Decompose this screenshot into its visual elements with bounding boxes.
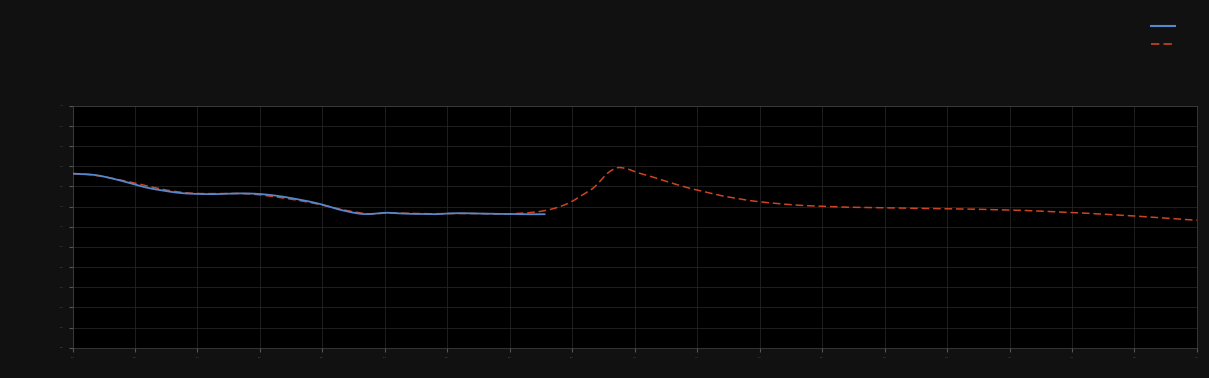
Legend: , : , (1147, 19, 1181, 53)
